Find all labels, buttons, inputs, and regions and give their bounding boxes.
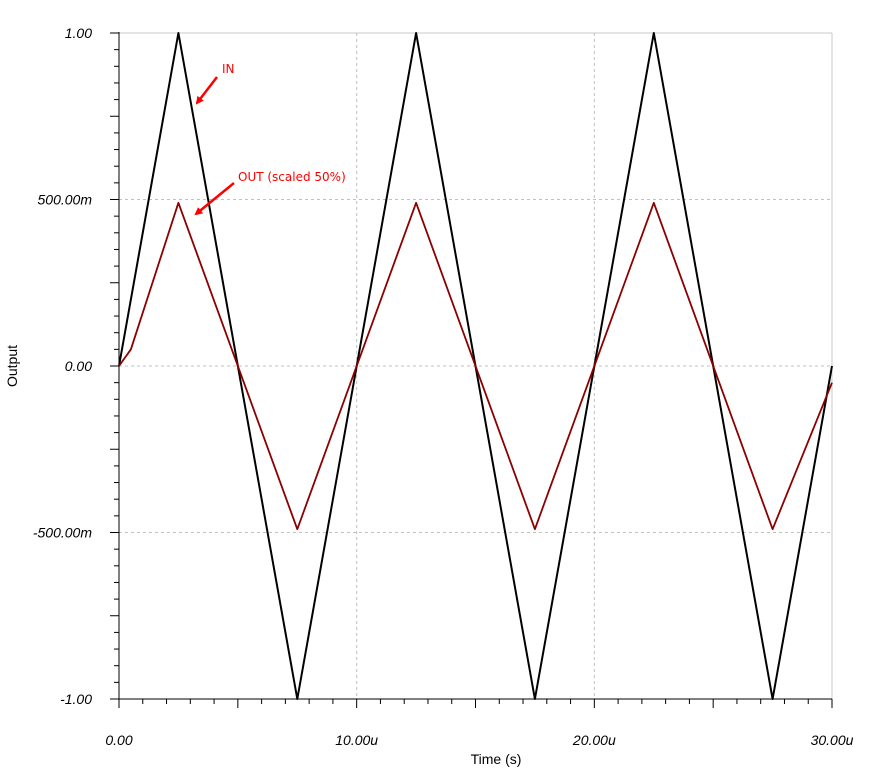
y-tick-label: 500.00m (38, 192, 93, 208)
annotation-label: OUT (scaled 50%) (238, 170, 346, 184)
y-tick-label: -1.00 (60, 691, 92, 707)
annotation-label: IN (222, 62, 235, 76)
labels: Time (s) Output (4, 345, 521, 767)
x-tick-label: 30.00u (811, 732, 854, 748)
y-tick-label: 0.00 (65, 358, 92, 374)
x-tick-label: 0.00 (105, 732, 132, 748)
x-tick-label: 10.00u (335, 732, 378, 748)
y-tick-label: -500.00m (33, 525, 92, 541)
y-tick-label: 1.00 (65, 25, 92, 41)
axes: 1.00 500.00m 0.00 -500.00m -1.00 0.00 10.00u 20… (33, 25, 854, 748)
x-tick-label: 20.00u (572, 732, 616, 748)
series-line-out (118, 201, 833, 531)
annotation-arrow (194, 182, 235, 216)
annotations: IN OUT (scaled 50%) (194, 62, 346, 216)
annotation-arrow (195, 76, 218, 105)
series-layer (118, 32, 833, 700)
x-axis-label: Time (s) (471, 751, 522, 767)
y-axis-label: Output (4, 345, 20, 387)
